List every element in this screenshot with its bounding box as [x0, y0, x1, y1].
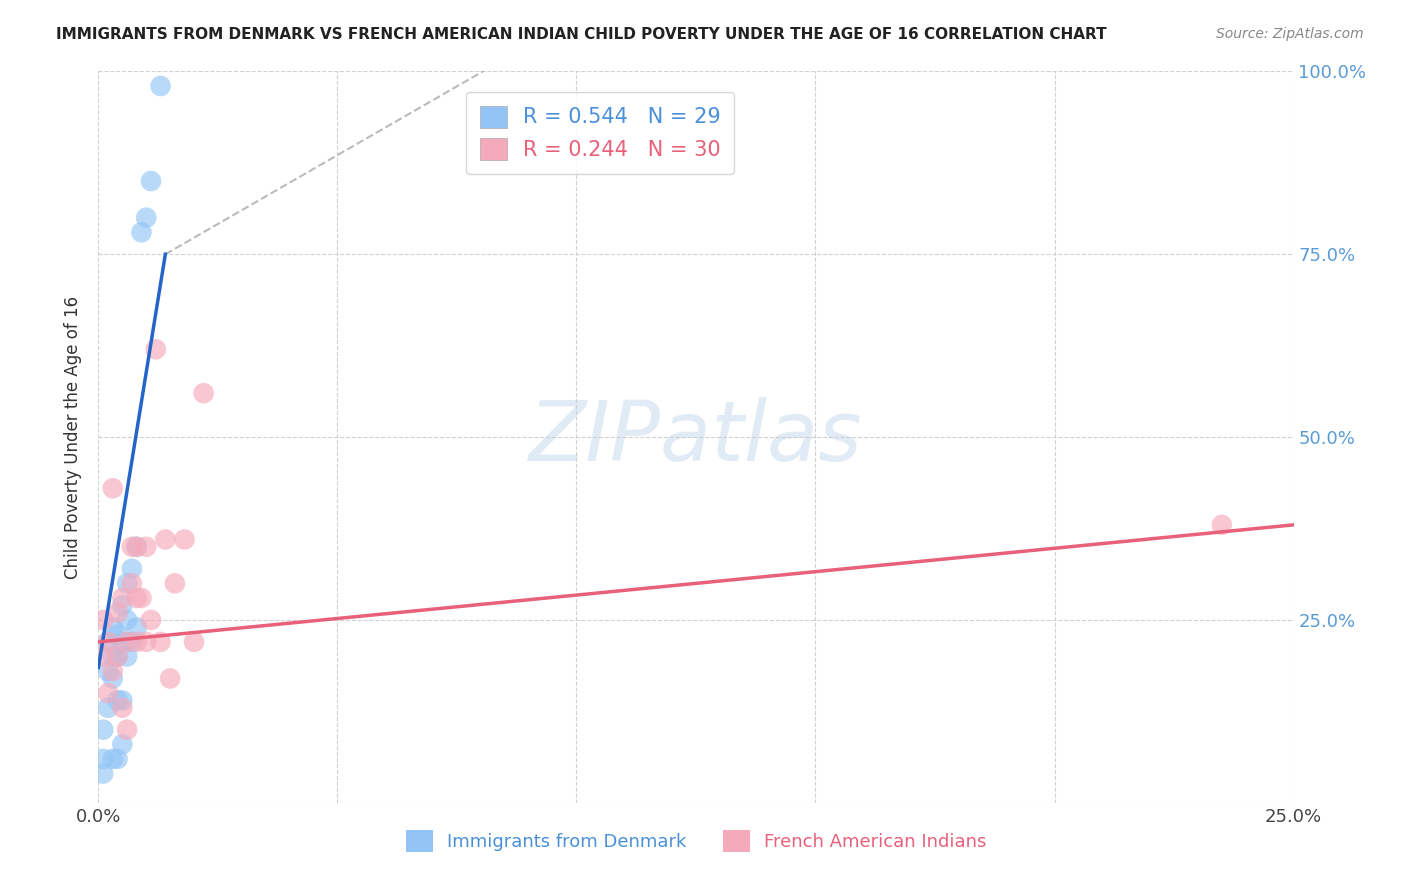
Point	[1211, 517, 1233, 532]
Point	[101, 672, 124, 686]
Point	[101, 664, 124, 678]
Point	[115, 649, 138, 664]
Point	[125, 591, 148, 605]
Point	[173, 533, 195, 547]
Point	[131, 225, 153, 239]
Point	[155, 533, 177, 547]
Point	[115, 613, 138, 627]
Point	[97, 635, 120, 649]
Point	[97, 635, 120, 649]
Point	[125, 635, 148, 649]
Point	[135, 540, 157, 554]
Point	[139, 613, 162, 627]
Point	[111, 737, 134, 751]
Point	[107, 627, 129, 641]
Point	[115, 576, 138, 591]
Point	[111, 693, 134, 707]
Point	[183, 635, 205, 649]
Point	[115, 723, 138, 737]
Legend: Immigrants from Denmark, French American Indians: Immigrants from Denmark, French American…	[398, 823, 994, 860]
Point	[107, 649, 129, 664]
Point	[121, 576, 143, 591]
Point	[91, 723, 114, 737]
Y-axis label: Child Poverty Under the Age of 16: Child Poverty Under the Age of 16	[65, 295, 83, 579]
Point	[107, 606, 129, 620]
Point	[125, 540, 148, 554]
Point	[139, 174, 162, 188]
Text: Source: ZipAtlas.com: Source: ZipAtlas.com	[1216, 27, 1364, 41]
Point	[121, 540, 143, 554]
Point	[97, 664, 120, 678]
Text: IMMIGRANTS FROM DENMARK VS FRENCH AMERICAN INDIAN CHILD POVERTY UNDER THE AGE OF: IMMIGRANTS FROM DENMARK VS FRENCH AMERIC…	[56, 27, 1107, 42]
Point	[91, 613, 114, 627]
Point	[101, 752, 124, 766]
Point	[111, 599, 134, 613]
Text: ZIPatlas: ZIPatlas	[529, 397, 863, 477]
Point	[91, 766, 114, 780]
Point	[159, 672, 181, 686]
Point	[97, 700, 120, 714]
Point	[149, 78, 172, 93]
Point	[97, 686, 120, 700]
Point	[91, 649, 114, 664]
Point	[101, 649, 124, 664]
Point	[107, 752, 129, 766]
Point	[111, 635, 134, 649]
Point	[163, 576, 186, 591]
Point	[121, 562, 143, 576]
Point	[115, 635, 138, 649]
Point	[101, 620, 124, 634]
Point	[101, 481, 124, 495]
Point	[125, 620, 148, 634]
Point	[111, 591, 134, 605]
Point	[145, 343, 167, 357]
Point	[149, 635, 172, 649]
Point	[107, 649, 129, 664]
Point	[193, 386, 215, 401]
Point	[91, 752, 114, 766]
Point	[125, 540, 148, 554]
Point	[135, 635, 157, 649]
Point	[131, 591, 153, 605]
Point	[135, 211, 157, 225]
Point	[107, 693, 129, 707]
Point	[111, 700, 134, 714]
Point	[121, 635, 143, 649]
